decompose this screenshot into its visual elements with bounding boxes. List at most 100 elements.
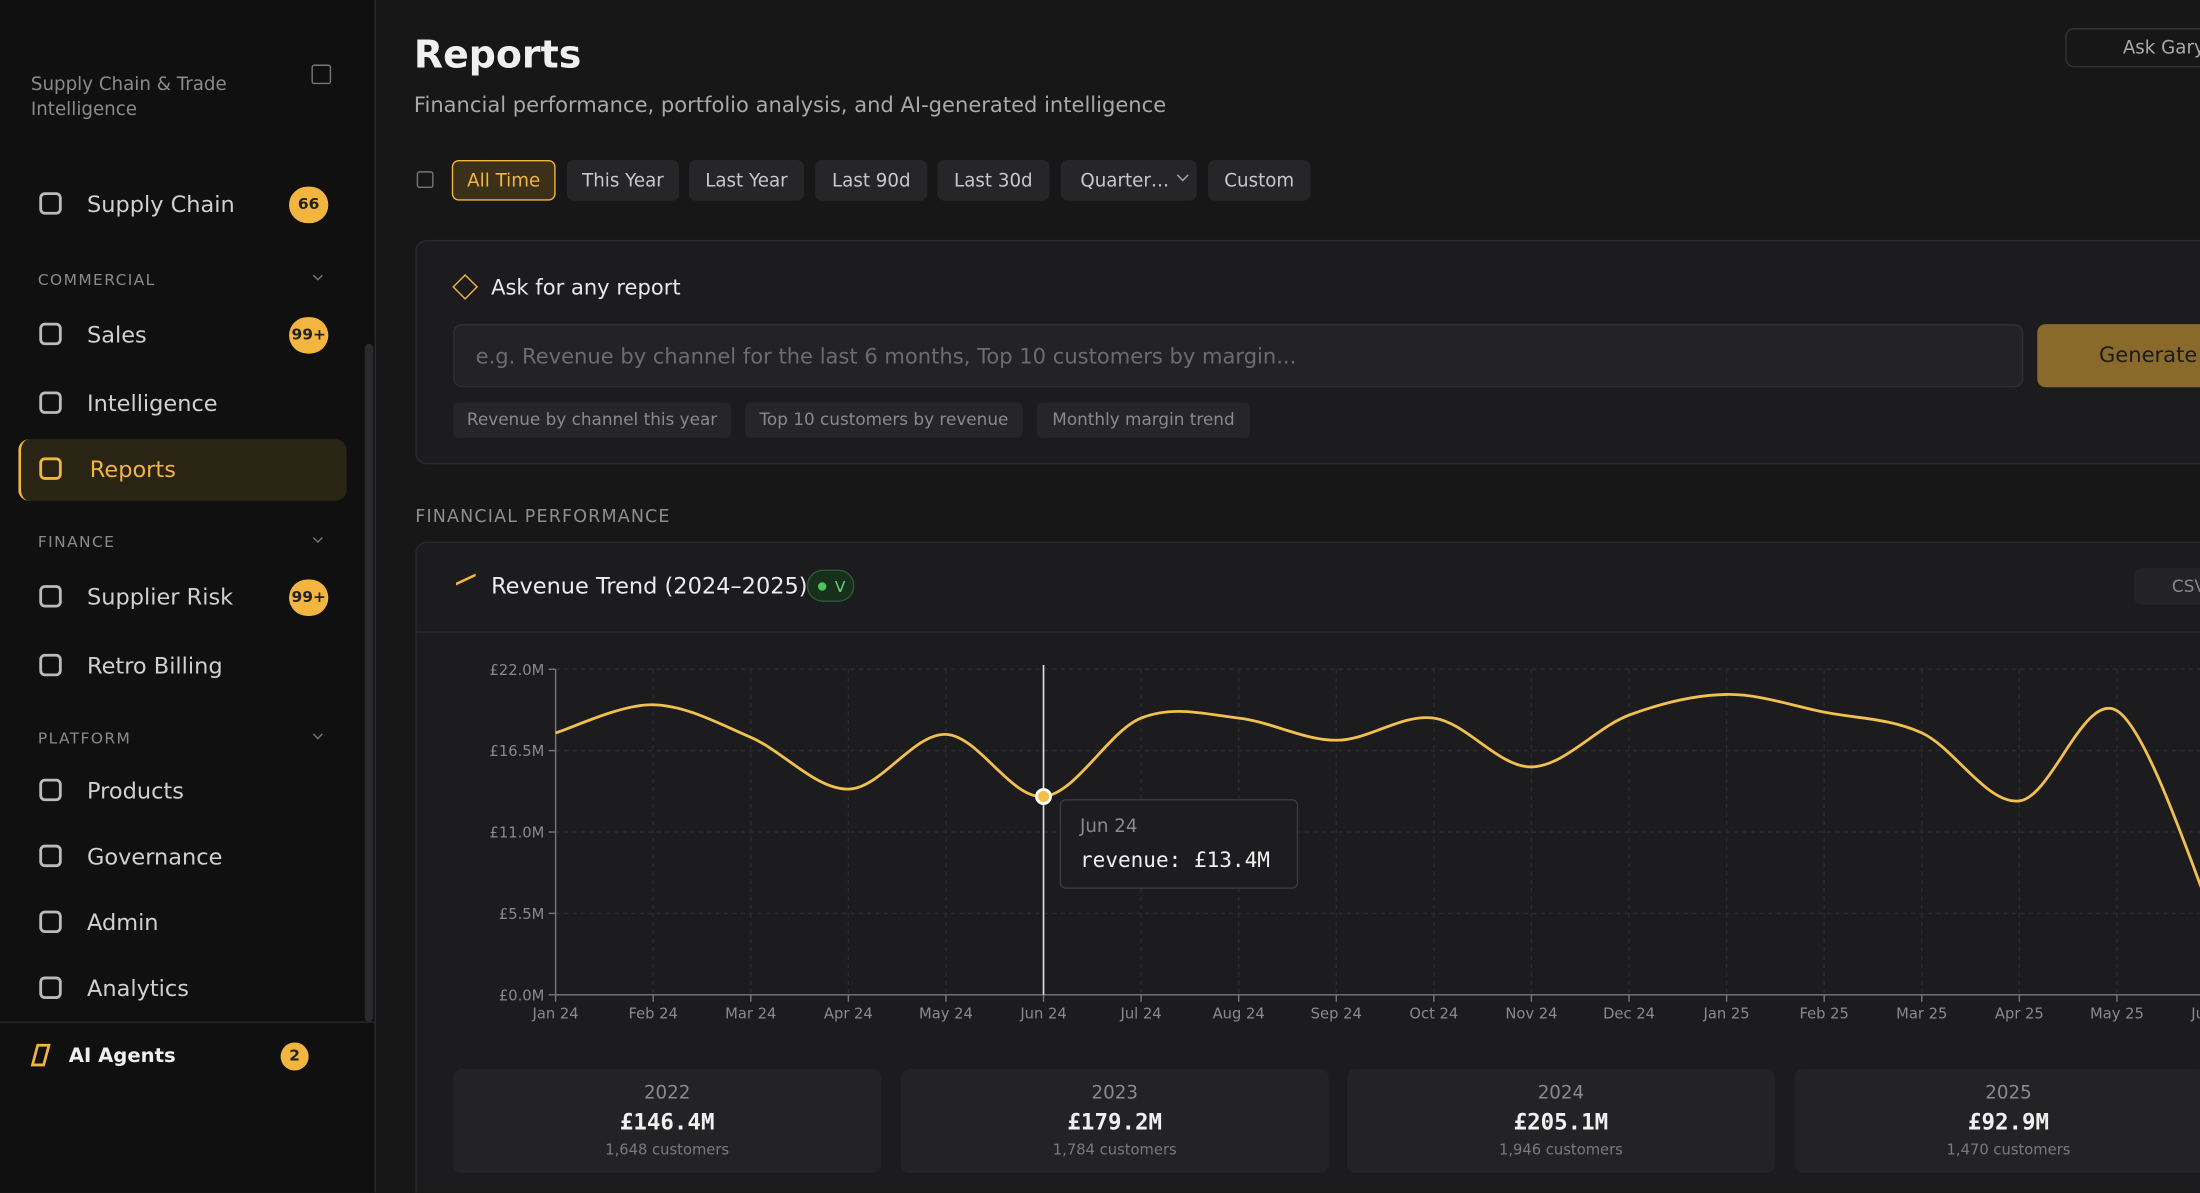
x-tick-label: Sep 24 [1311,1006,1362,1023]
nav-icon [39,391,62,414]
x-tick-label: Apr 25 [1995,1006,2044,1023]
csv-button[interactable]: CSV [2134,568,2200,605]
x-tick-label: Dec 24 [1603,1006,1655,1023]
nav-icon [39,653,62,677]
x-tick-label: Apr 24 [824,1006,873,1023]
nav-icon [39,976,62,999]
summary-card [453,1069,882,1173]
x-tick-label: Jan 25 [1703,1006,1750,1023]
sidebar-subtitle: Supply Chain & Trade Intelligence [30,74,227,121]
x-tick-label: Jun 24 [1019,1006,1066,1023]
badge-dot [817,582,827,591]
nav-label[interactable]: Products [86,777,184,804]
calendar-icon [416,171,434,189]
nav-label[interactable]: Intelligence [86,390,218,417]
nav-label[interactable]: Retro Billing [86,652,223,680]
nav-icon [39,778,62,802]
y-tick-label: £11.0M [490,825,545,842]
card-year: 2024 [1537,1083,1585,1105]
active-point [1035,788,1052,805]
nav-icon [39,457,62,480]
page-title: Reports [413,33,582,78]
filter-button[interactable]: This Year [566,159,680,201]
x-tick-label: May 24 [919,1006,973,1023]
filter-button[interactable]: Last 30d [937,159,1050,201]
ask-gary[interactable]: Ask Gary [2065,28,2200,68]
x-tick-label: Jun 25 [2190,1006,2200,1023]
generate-button[interactable]: Generate [2037,324,2200,388]
suggestion-chip[interactable]: Top 10 customers by revenue [745,402,1023,438]
x-tick-label: Oct 24 [1409,1006,1458,1023]
nav-badge: 99+ [289,579,329,616]
nav-label[interactable]: Sales [86,321,147,348]
revenue-line [555,693,2200,889]
ask-input[interactable]: e.g. Revenue by channel for the last 6 m… [453,324,2024,388]
y-tick-label: £16.5M [490,743,545,760]
suggestion-chip[interactable]: Monthly margin trend [1036,402,1251,438]
nav-label[interactable]: Supply Chain [86,190,235,218]
chart: £0.0M £5.5M £11.0M £16.5M £22.0M Jan 24 Feb 24… [490,662,2200,1023]
card-year: 2025 [1985,1083,2032,1105]
tooltip-title: Jun 24 [1079,816,1137,837]
scrollbar [364,343,374,1022]
chart-badge: V [806,569,855,602]
footer-badge: 2 [280,1042,309,1071]
x-tick-label: Mar 25 [1896,1006,1947,1023]
section-heading: COMMERCIAL [37,270,156,290]
nav-active[interactable] [18,439,347,501]
filter-button[interactable]: Last Year [688,159,804,201]
x-tick-label: May 25 [2090,1006,2144,1023]
nav-icon [39,844,62,868]
card-customers: 1,946 customers [1498,1142,1623,1159]
nav-icon [39,910,62,934]
nav-icon [39,322,62,346]
card-amount: £92.9M [1967,1108,2050,1136]
summary-card [1346,1069,1775,1173]
card-amount: £205.1M [1513,1108,1609,1136]
nav-icon [39,585,62,608]
page-subtitle: Financial performance, portfolio analysi… [413,92,1167,118]
card-year: 2022 [643,1083,691,1105]
x-tick-label: Feb 25 [1799,1006,1848,1023]
nav-label[interactable]: Admin [86,909,159,936]
nav-label[interactable]: Supplier Risk [86,583,234,611]
footer-border [0,1021,375,1023]
nav-label[interactable]: Reports [89,455,176,483]
nav-badge: 99+ [289,317,329,354]
card-customers: 1,470 customers [1946,1142,2071,1159]
suggestion-chip[interactable]: Revenue by channel this year [453,402,731,438]
summary-card [900,1069,1329,1173]
card-amount: £146.4M [619,1108,715,1136]
card-customers: 1,784 customers [1052,1142,1177,1159]
x-tick-label: Jan 24 [532,1006,579,1023]
x-tick-label: Feb 24 [628,1006,677,1023]
section-heading: PLATFORM [37,729,132,748]
x-tick-label: Jul 24 [1120,1006,1162,1023]
ask-title: Ask for any report [491,274,681,301]
tooltip-value: revenue: £13.4M [1080,847,1270,872]
chart-title: Revenue Trend (2024–2025) [491,572,808,600]
collapse-icon[interactable] [311,64,332,85]
divider [415,631,2200,633]
y-tick-label: £5.5M [499,906,544,923]
section-heading: FINANCIAL PERFORMANCE [415,505,671,527]
card-amount: £179.2M [1067,1108,1163,1136]
footer-label[interactable]: AI Agents [68,1045,176,1068]
card-customers: 1,648 customers [605,1142,730,1159]
filter-button[interactable]: Custom [1208,159,1311,201]
tooltip [1059,799,1299,889]
filter-button[interactable]: All Time [451,159,556,201]
x-tick-label: Nov 24 [1505,1006,1557,1023]
y-tick-label: £0.0M [499,987,544,1004]
card-year: 2023 [1091,1083,1138,1105]
nav-icon [39,192,62,215]
nav-label[interactable]: Analytics [86,975,189,1002]
section-heading: FINANCE [37,533,116,552]
nav-label[interactable]: Governance [86,843,223,870]
filter-button[interactable]: Quarter… [1060,159,1197,201]
y-tick-label: £22.0M [490,662,545,679]
nav-badge: 66 [289,186,329,224]
filter-button[interactable]: Last 90d [815,159,928,201]
summary-card [1794,1069,2200,1173]
